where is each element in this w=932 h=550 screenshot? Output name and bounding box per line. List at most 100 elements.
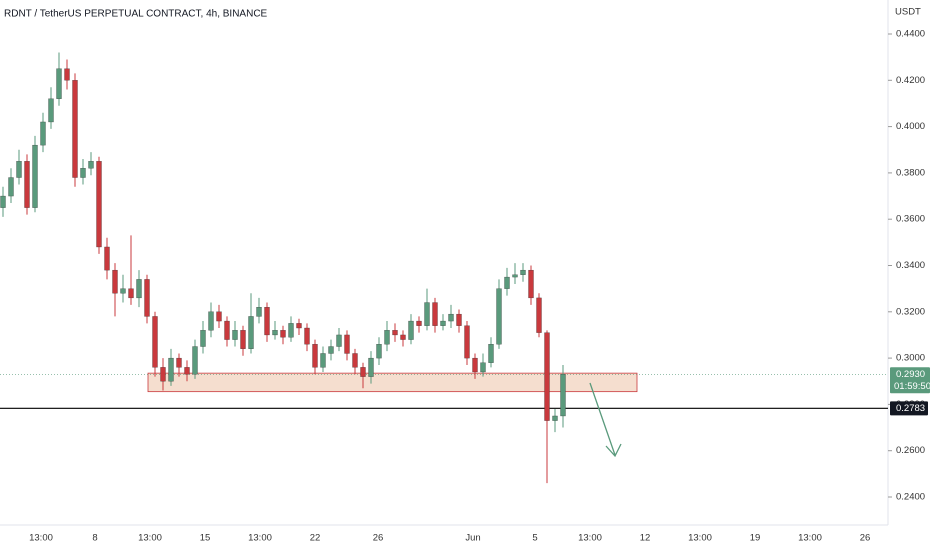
candle-body [112, 269, 118, 294]
candle-body [24, 161, 30, 208]
candle-body [224, 320, 230, 340]
candle-body [448, 313, 454, 322]
candle-body [368, 357, 374, 377]
candle-body [336, 334, 342, 347]
candle-body [328, 346, 334, 354]
candle-body [464, 325, 470, 359]
candle-body [504, 276, 510, 289]
candle-body [208, 311, 214, 331]
candle-body [152, 316, 158, 368]
candle-body [0, 195, 6, 208]
candle-body [144, 279, 150, 317]
y-tick-label: 0.3600 [896, 214, 925, 225]
candle-body [496, 288, 502, 345]
x-tick-label: 13:00 [138, 533, 162, 544]
y-tick-label: 0.4000 [896, 121, 925, 132]
candle-body [360, 367, 366, 377]
chart-title: RDNT / TetherUS PERPETUAL CONTRACT, 4h, … [4, 9, 268, 20]
candle-body [248, 316, 254, 349]
candle-body [232, 330, 238, 340]
level-badge [890, 401, 928, 416]
candle-body [296, 323, 302, 329]
x-tick-label: 13:00 [578, 533, 602, 544]
candle-body [160, 367, 166, 382]
zone [147, 372, 638, 393]
candle-body [488, 344, 494, 363]
candle-body [512, 274, 518, 278]
x-tick-label: 19 [750, 533, 761, 544]
candle-body [384, 330, 390, 345]
last-price-label: 0.2930 [896, 369, 925, 380]
candle-body [416, 320, 422, 326]
y-tick-label: 0.2600 [896, 445, 925, 456]
candle-body [16, 161, 22, 178]
candle-body [352, 353, 358, 368]
candle-body [48, 98, 54, 123]
candle-body [536, 297, 542, 333]
candle-body [312, 344, 318, 368]
candle-body [528, 269, 534, 299]
plot [0, 52, 888, 484]
candle-body [264, 307, 270, 336]
candle-body [272, 330, 278, 336]
x-tick-label: 26 [373, 533, 384, 544]
candle-body [64, 68, 70, 81]
candle-body [88, 161, 94, 169]
candle-body [256, 307, 262, 317]
candle-body [96, 161, 102, 248]
y-tick-label: 0.3200 [896, 306, 925, 317]
x-tick-label: Jun [465, 533, 480, 544]
candle-body [128, 288, 134, 299]
candle-body [8, 177, 14, 197]
y-tick-label: 0.4200 [896, 75, 925, 86]
x-tick-label: 26 [860, 533, 871, 544]
candle-body [72, 80, 78, 178]
candle-body [104, 246, 110, 271]
candle-body [200, 330, 206, 347]
candle-body [376, 344, 382, 359]
candle-body [456, 313, 462, 326]
x-tick-label: 8 [92, 533, 97, 544]
candle-body [320, 353, 326, 368]
candle-body [120, 288, 126, 294]
x-tick-label: 22 [310, 533, 321, 544]
candle-body [288, 323, 294, 338]
y-tick-label: 0.4400 [896, 29, 925, 40]
candle-body [184, 367, 190, 375]
candle-body [392, 330, 398, 336]
candle-body [40, 121, 46, 146]
candle-body [480, 362, 486, 373]
candle-body [168, 357, 174, 382]
candle-body [560, 374, 566, 417]
x-tick-label: 13:00 [688, 533, 712, 544]
x-tick-label: 13:00 [248, 533, 272, 544]
candle-body [400, 334, 406, 340]
candle-body [472, 357, 478, 373]
candle-body [56, 68, 62, 99]
candle-body [216, 311, 222, 322]
candle-body [440, 320, 446, 326]
arrow [589, 382, 622, 458]
candle-body [344, 334, 350, 354]
candle-body [432, 302, 438, 326]
y-tick-label: 0.2400 [896, 492, 925, 503]
candle-body [32, 144, 38, 208]
candle-body [240, 330, 246, 349]
y-tick-label: 0.3800 [896, 167, 925, 178]
y-tick-label: 0.3400 [896, 260, 925, 271]
candle-body [408, 320, 414, 340]
candle-body [424, 302, 430, 326]
x-tick-label: 13:00 [798, 533, 822, 544]
candle-body [136, 279, 142, 299]
candle-body [80, 168, 86, 178]
x-tick-label: 12 [640, 533, 651, 544]
y-tick-label: 0.3000 [896, 353, 925, 364]
currency-label: USDT [895, 7, 921, 18]
candle-body [192, 346, 198, 375]
x-tick-label: 13:00 [29, 533, 53, 544]
level-label: 0.2783 [896, 403, 925, 414]
x-tick-label: 15 [200, 533, 211, 544]
candle-body [304, 327, 310, 345]
candle-body [552, 415, 558, 421]
